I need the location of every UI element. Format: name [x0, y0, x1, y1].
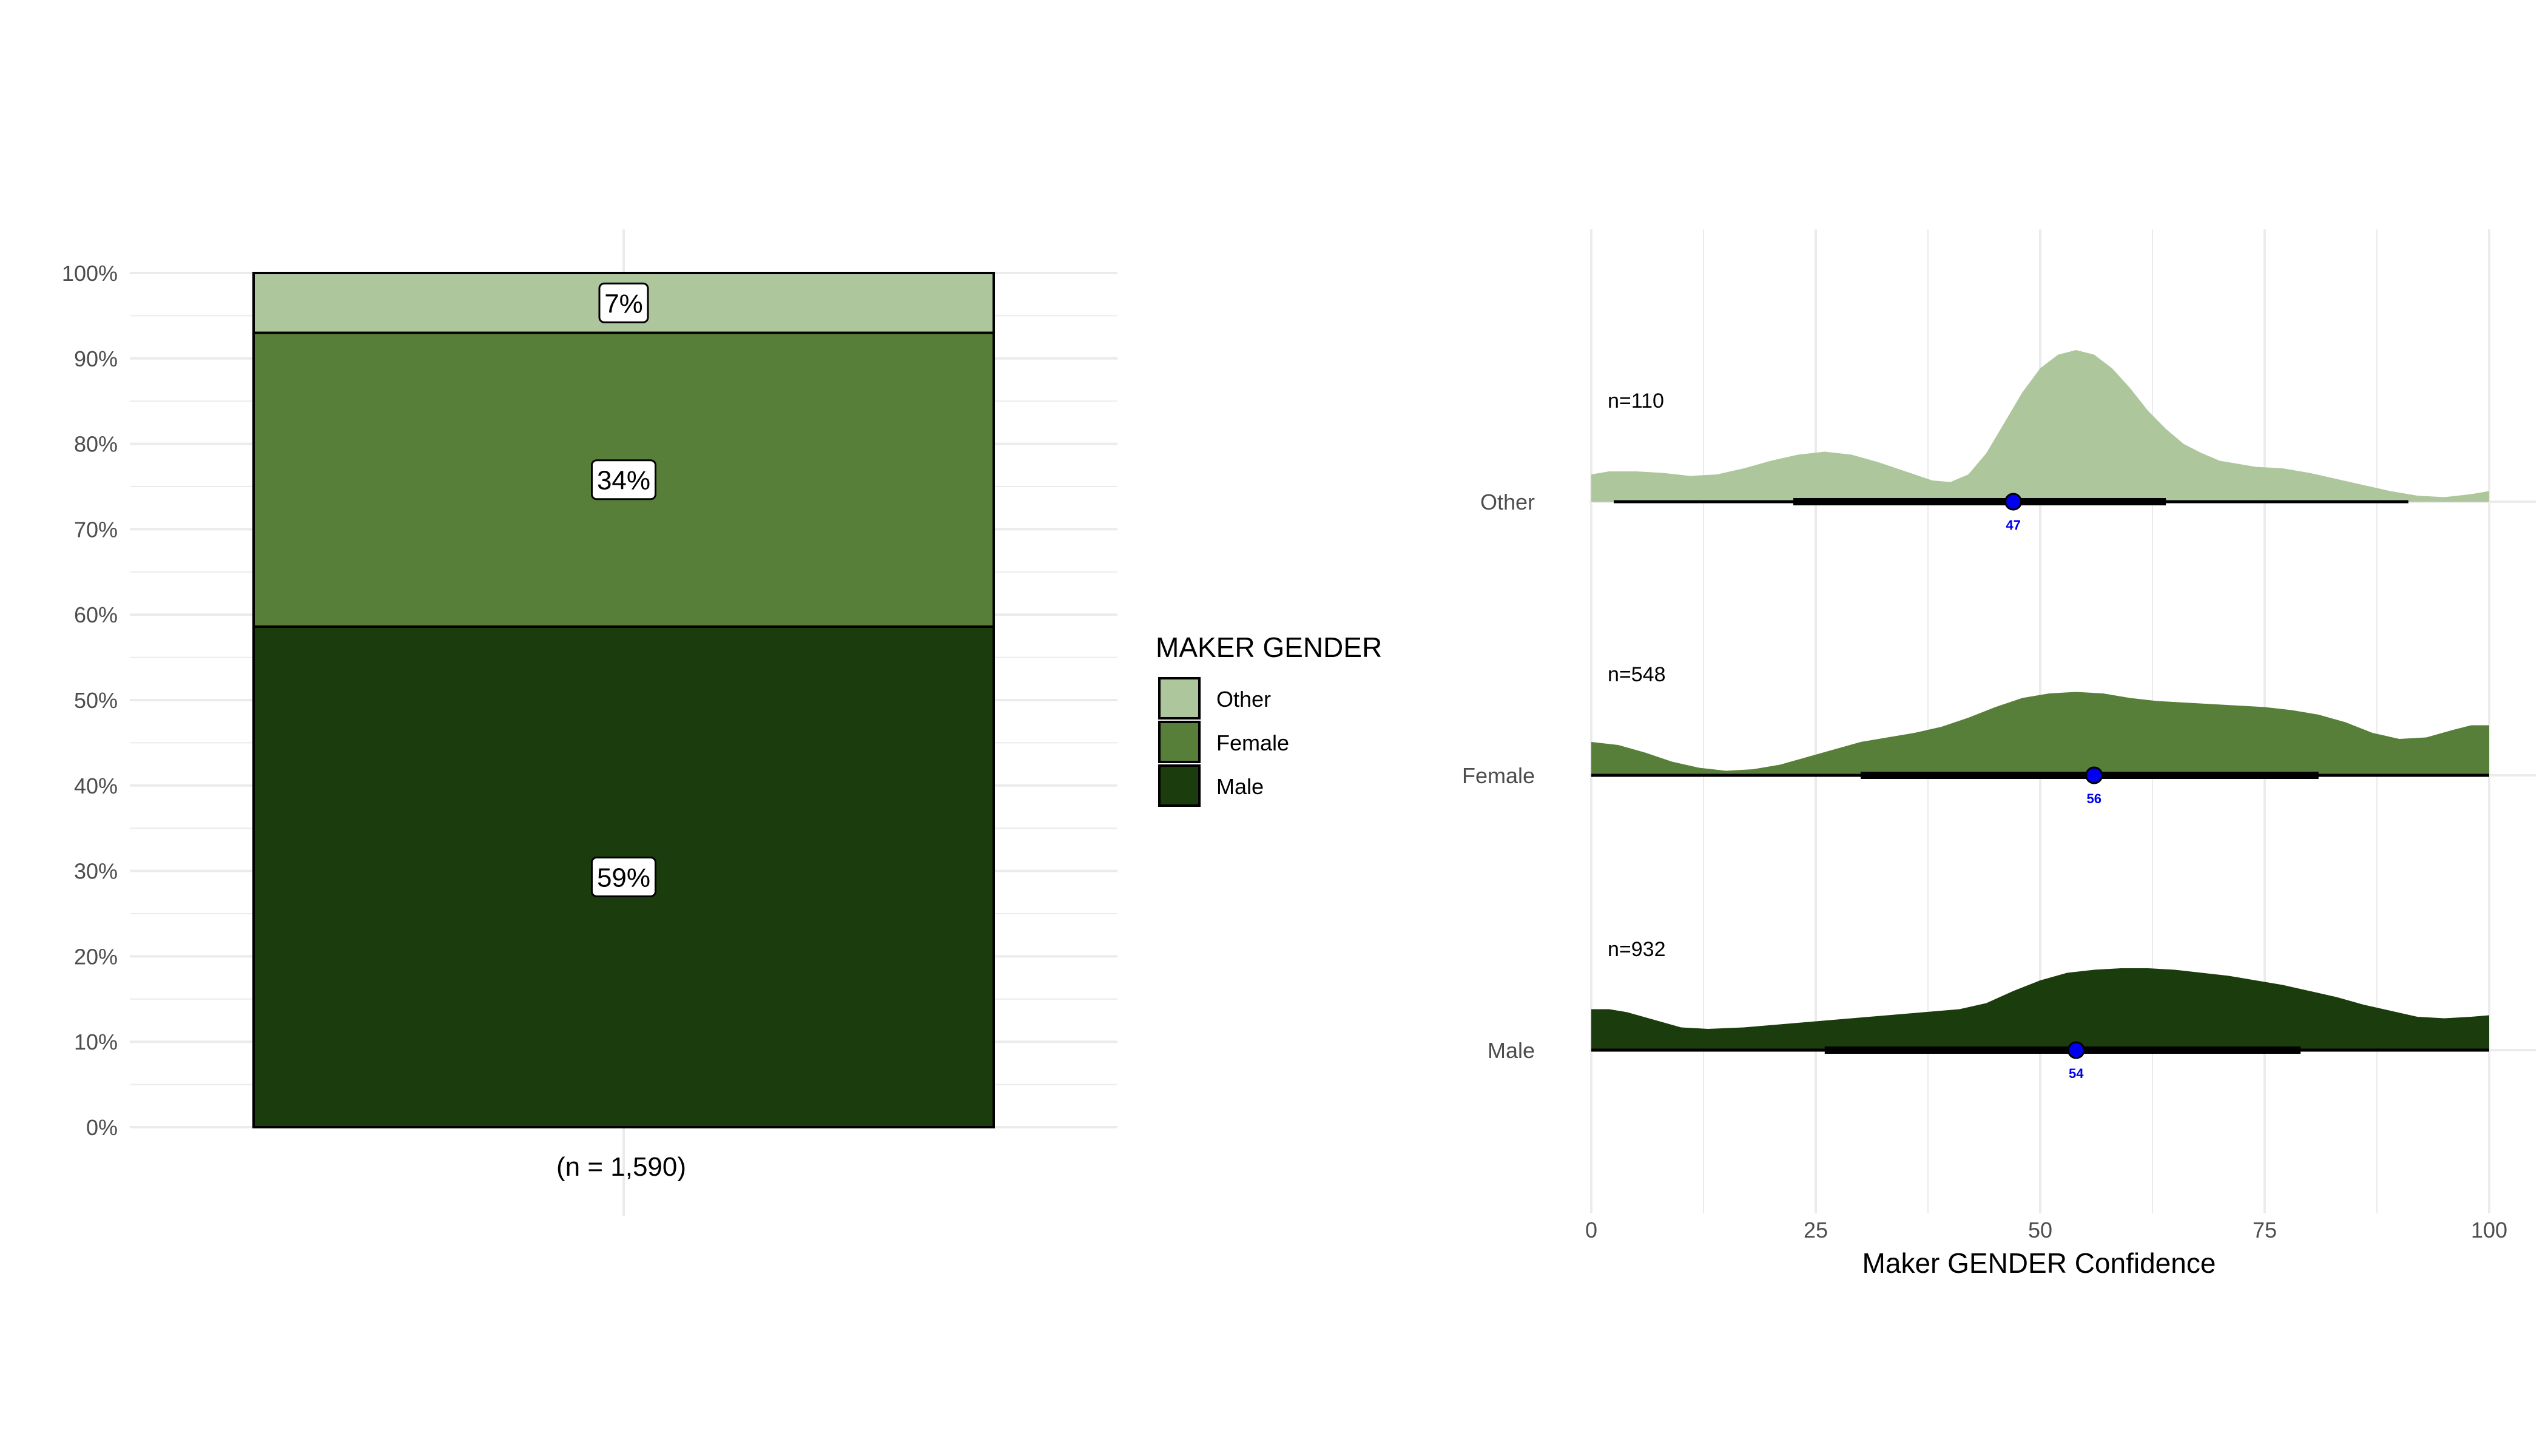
left-x-axis-label: (n = 1,590): [556, 1152, 686, 1182]
median-value-label: 56: [2087, 791, 2101, 806]
left-y-tick-label: 20%: [74, 944, 118, 969]
bar-segment-female: [252, 331, 995, 628]
right-y-tick-labels: Other Female Male: [1462, 490, 1535, 1063]
count-annotation: n=548: [1608, 663, 1666, 686]
right-x-tick-label: 25: [1804, 1218, 1828, 1242]
bar-label-box: [591, 856, 656, 897]
left-y-tick-label: 100%: [62, 261, 118, 286]
right-y-tick-label: Male: [1488, 1038, 1535, 1063]
right-x-tick-label: 75: [2253, 1218, 2277, 1242]
bar-value-label: 34%: [597, 466, 650, 496]
left-y-tick-label: 50%: [74, 688, 118, 713]
legend-title: MAKER GENDER: [1156, 632, 1382, 663]
density-area-other: [1591, 350, 2489, 502]
bar-label-box: [598, 282, 649, 323]
left-y-tick-label: 60%: [74, 602, 118, 627]
bar-value-label: 7%: [604, 289, 643, 318]
legend-label: Other: [1216, 687, 1271, 712]
density-area-female: [1591, 692, 2489, 775]
right-x-tick-label: 100: [2471, 1218, 2507, 1242]
bar-label-box: [591, 459, 656, 500]
median-value-label: 47: [2006, 517, 2020, 533]
bar-value-label: 59%: [597, 863, 650, 892]
left-y-tick-label: 0%: [86, 1115, 118, 1140]
median-point-other: [2004, 493, 2023, 511]
right-y-tick-label: Female: [1462, 763, 1535, 788]
legend-swatch-other: [1158, 677, 1201, 720]
count-annotation: n=110: [1608, 389, 1664, 413]
legend-label: Male: [1216, 774, 1264, 799]
right-annotations: n=110 n=548 n=932: [1608, 389, 1666, 961]
legend-items: Other Female Male: [1158, 677, 1289, 807]
left-y-tick-label: 30%: [74, 859, 118, 884]
bar-value-labels: 59% 34% 7%: [591, 282, 656, 897]
legend-swatch-male: [1158, 764, 1201, 807]
right-x-tick-label: 0: [1585, 1218, 1597, 1242]
stacked-bar: [252, 272, 995, 1128]
left-y-tick-label: 10%: [74, 1030, 118, 1054]
right-x-tick-labels: 0 25 50 75 100: [1585, 1218, 2507, 1242]
density-area-male: [1591, 968, 2489, 1050]
density-areas: [1591, 350, 2489, 1050]
right-x-axis-label: Maker GENDER Confidence: [1862, 1247, 2216, 1279]
count-annotation: n=932: [1608, 938, 1666, 961]
left-y-tick-label: 90%: [74, 346, 118, 371]
legend: MAKER GENDER Other Female Male: [1156, 632, 1382, 807]
legend-label: Female: [1216, 730, 1289, 755]
median-point-male: [2067, 1041, 2085, 1059]
right-y-tick-label: Other: [1480, 490, 1535, 514]
left-y-tick-label: 40%: [74, 774, 118, 798]
median-value-label: 54: [2069, 1066, 2084, 1081]
left-y-tick-labels: 0% 10% 20% 30% 40% 50% 60% 70% 80% 90% 100%: [62, 261, 118, 1140]
right-x-tick-label: 50: [2028, 1218, 2052, 1242]
left-y-tick-label: 80%: [74, 432, 118, 457]
left-y-tick-label: 70%: [74, 517, 118, 542]
median-point-female: [2085, 766, 2103, 784]
median-points: 47 56 54: [2004, 493, 2103, 1081]
legend-swatch-female: [1158, 721, 1201, 763]
